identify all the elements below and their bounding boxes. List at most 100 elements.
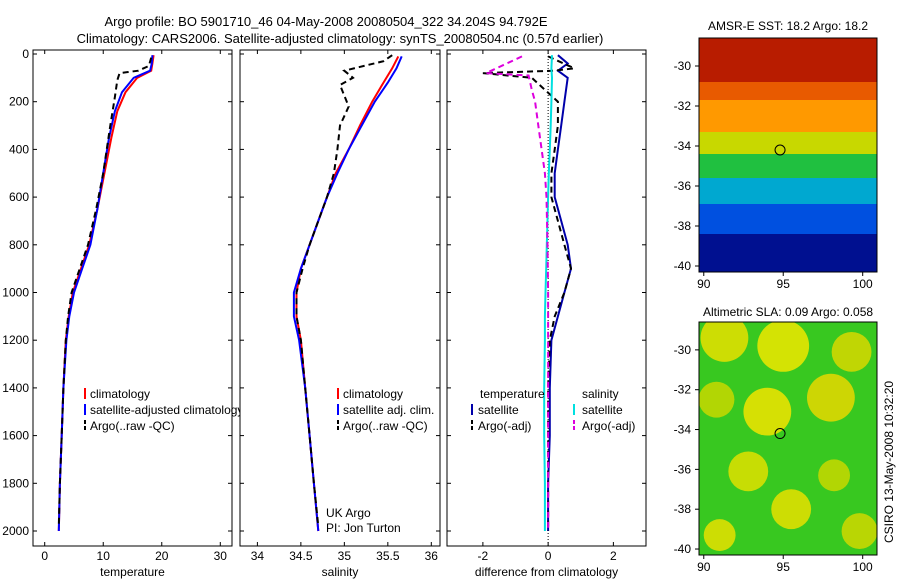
sla-blob bbox=[771, 489, 812, 530]
panel-temperature: 0 200 400 600 800 1000 1200 1400 1600 1800 2000 0 10… bbox=[2, 47, 243, 579]
sla-blob bbox=[807, 373, 855, 422]
y-tick-label: 800 bbox=[9, 238, 29, 252]
y-tick-label: -32 bbox=[674, 99, 692, 113]
y-tick-label: 200 bbox=[9, 95, 29, 109]
sst-band bbox=[699, 38, 877, 83]
sla-blob bbox=[818, 459, 851, 492]
y-tick-label: -40 bbox=[674, 259, 692, 273]
legend-entry: Argo(..raw -QC) bbox=[90, 419, 175, 433]
y-tick-label: -34 bbox=[674, 423, 692, 437]
series-line bbox=[485, 55, 550, 531]
x-tick-label: 100 bbox=[853, 560, 873, 574]
y-tick-label: -36 bbox=[674, 462, 692, 476]
y-tick-label: -32 bbox=[674, 383, 692, 397]
series-line bbox=[295, 54, 393, 527]
y-tick-label: 1000 bbox=[2, 286, 29, 300]
series-line bbox=[547, 54, 573, 531]
x-tick-label: 36 bbox=[425, 549, 439, 563]
series-line bbox=[57, 55, 154, 532]
panel-frame bbox=[446, 49, 647, 547]
y-tick-label: 1600 bbox=[2, 429, 29, 443]
y-tick-label: -30 bbox=[674, 59, 692, 73]
map-sst-map: AMSR-E SST: 18.2 Argo: 18.2 -30 -32 -34 -36 -… bbox=[674, 19, 878, 291]
x-tick-label: -2 bbox=[478, 549, 489, 563]
y-tick-label: 400 bbox=[9, 142, 29, 156]
x-axis-label: salinity bbox=[322, 565, 359, 579]
y-tick-label: 0 bbox=[22, 47, 29, 61]
figure-title-line1: Argo profile: BO 5901710_46 04-May-2008 … bbox=[104, 14, 547, 29]
sla-blob bbox=[700, 322, 749, 362]
sla-blob bbox=[841, 513, 877, 550]
sst-band bbox=[699, 82, 877, 101]
map-field bbox=[699, 38, 877, 272]
sst-band bbox=[699, 234, 877, 272]
x-axis-label: difference from climatology bbox=[475, 565, 618, 579]
legend-entry: Argo(-adj) bbox=[478, 419, 531, 433]
sla-blob bbox=[728, 451, 769, 492]
y-tick-label: -34 bbox=[674, 139, 692, 153]
x-tick-label: 30 bbox=[214, 549, 228, 563]
x-tick-label: 0 bbox=[41, 549, 48, 563]
csiro-timestamp-label: CSIRO 13-May-2008 10:32:20 bbox=[882, 381, 896, 543]
sst-band bbox=[699, 100, 877, 133]
sst-band bbox=[699, 132, 877, 155]
legend-entry: climatology bbox=[90, 387, 150, 401]
annotation-pi: PI: Jon Turton bbox=[326, 521, 401, 535]
y-tick-label: 1800 bbox=[2, 476, 29, 490]
legend-entry: satellite adj. clim. bbox=[343, 403, 434, 417]
x-tick-label: 90 bbox=[697, 277, 711, 291]
x-tick-label: 2 bbox=[610, 549, 617, 563]
x-tick-label: 10 bbox=[97, 549, 111, 563]
x-tick-label: 34.5 bbox=[289, 549, 313, 563]
legend-title-salinity: salinity bbox=[582, 387, 619, 401]
y-tick-label: -40 bbox=[674, 542, 692, 556]
x-tick-label: 20 bbox=[155, 549, 169, 563]
map-title: Altimetric SLA: 0.09 Argo: 0.058 bbox=[703, 305, 873, 319]
y-tick-label: 600 bbox=[9, 190, 29, 204]
map-frame bbox=[698, 37, 878, 273]
sla-blob bbox=[831, 331, 872, 372]
legend-entry: Argo(..raw -QC) bbox=[343, 419, 428, 433]
legend-entry: Argo(-adj) bbox=[582, 419, 635, 433]
y-tick-label: -36 bbox=[674, 179, 692, 193]
legend-title-temperature: temperature bbox=[480, 387, 545, 401]
panel-salinity: 34 34.5 35 35.5 36 salinity climatology satelli… bbox=[239, 49, 441, 579]
x-tick-label: 95 bbox=[777, 560, 791, 574]
y-tick-label: 1200 bbox=[2, 333, 29, 347]
sst-band bbox=[699, 204, 877, 235]
legend-entry: satellite bbox=[582, 403, 623, 417]
map-title: AMSR-E SST: 18.2 Argo: 18.2 bbox=[708, 19, 868, 33]
x-axis-label: temperature bbox=[100, 565, 165, 579]
y-tick-label: -30 bbox=[674, 343, 692, 357]
x-tick-label: 100 bbox=[853, 277, 873, 291]
sla-blob bbox=[699, 381, 735, 418]
legend-entry: satellite-adjusted climatology bbox=[90, 403, 243, 417]
sst-band bbox=[699, 178, 877, 205]
x-tick-label: 35.5 bbox=[376, 549, 400, 563]
x-tick-label: 34 bbox=[251, 549, 265, 563]
panel-difference: -2 0 2 difference from climatology temperatu… bbox=[446, 49, 647, 579]
sla-blob bbox=[757, 322, 810, 372]
x-tick-label: 0 bbox=[545, 549, 552, 563]
figure-title-line2: Climatology: CARS2006. Satellite-adjuste… bbox=[77, 31, 604, 46]
x-tick-label: 90 bbox=[697, 560, 711, 574]
x-tick-label: 95 bbox=[777, 277, 791, 291]
x-tick-label: 35 bbox=[338, 549, 352, 563]
y-tick-label: 1400 bbox=[2, 381, 29, 395]
map-sla-map: Altimetric SLA: 0.09 Argo: 0.058 -30 -32 -3… bbox=[674, 305, 878, 574]
map-field bbox=[699, 322, 877, 555]
series-line bbox=[57, 57, 153, 527]
legend-entry: climatology bbox=[343, 387, 403, 401]
annotation-uk-argo: UK Argo bbox=[326, 506, 371, 520]
argo-location-marker bbox=[774, 144, 786, 156]
argo-location-marker bbox=[774, 428, 786, 440]
y-tick-label: -38 bbox=[674, 502, 692, 516]
panel-frame bbox=[239, 49, 441, 547]
y-tick-label: -38 bbox=[674, 219, 692, 233]
legend-entry: satellite bbox=[478, 403, 519, 417]
series-line bbox=[482, 55, 578, 531]
sla-blob bbox=[743, 387, 792, 436]
map-frame bbox=[698, 321, 878, 556]
sst-band bbox=[699, 154, 877, 179]
